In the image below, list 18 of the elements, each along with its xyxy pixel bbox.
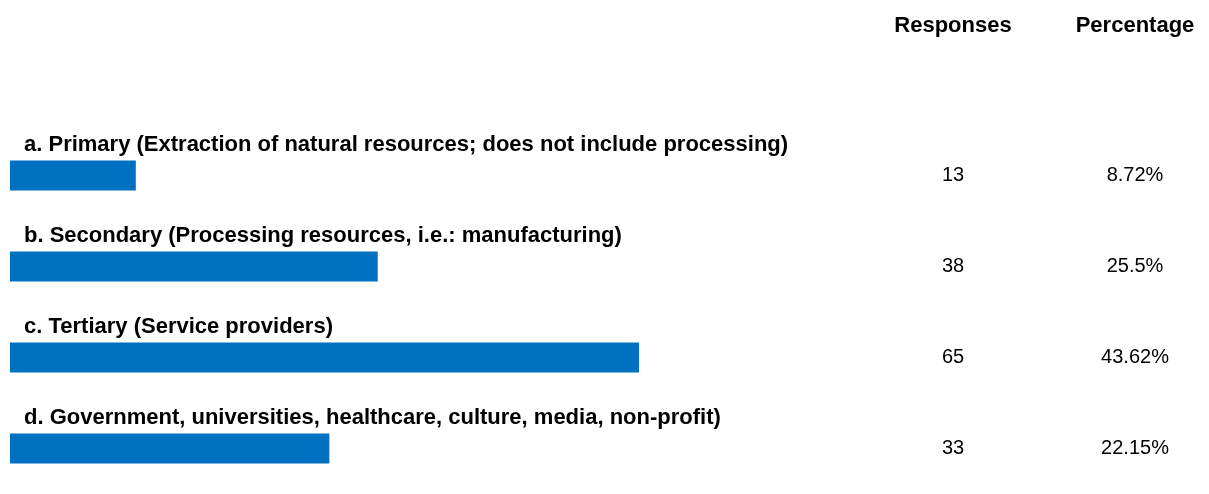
data-label: 65 xyxy=(941,345,965,368)
data-label: 33 xyxy=(941,436,965,459)
y-tick-label: b. Secondary (Processing resources, i.e.: manufacturing) xyxy=(24,221,622,247)
text: Responses xyxy=(894,12,1012,37)
bar xyxy=(10,251,378,282)
text: 22.15% xyxy=(1101,436,1170,459)
y-tick-label: a. Primary (Extraction of natural resources; does not include processing) xyxy=(24,130,789,156)
data-label: 13 xyxy=(941,163,965,186)
y-tick-label: d. Government, universities, healthcare, culture, media, non-profit) xyxy=(24,403,721,429)
text: Percentage xyxy=(1075,12,1195,37)
text: 43.62% xyxy=(1101,345,1170,368)
text: 25.5% xyxy=(1106,254,1164,277)
bar xyxy=(10,160,136,191)
y-tick-label: c. Tertiary (Service providers) xyxy=(24,312,333,338)
data-label: 38 xyxy=(941,254,965,277)
bar xyxy=(10,433,330,464)
bar xyxy=(10,342,639,373)
text: 8.72% xyxy=(1106,163,1164,186)
